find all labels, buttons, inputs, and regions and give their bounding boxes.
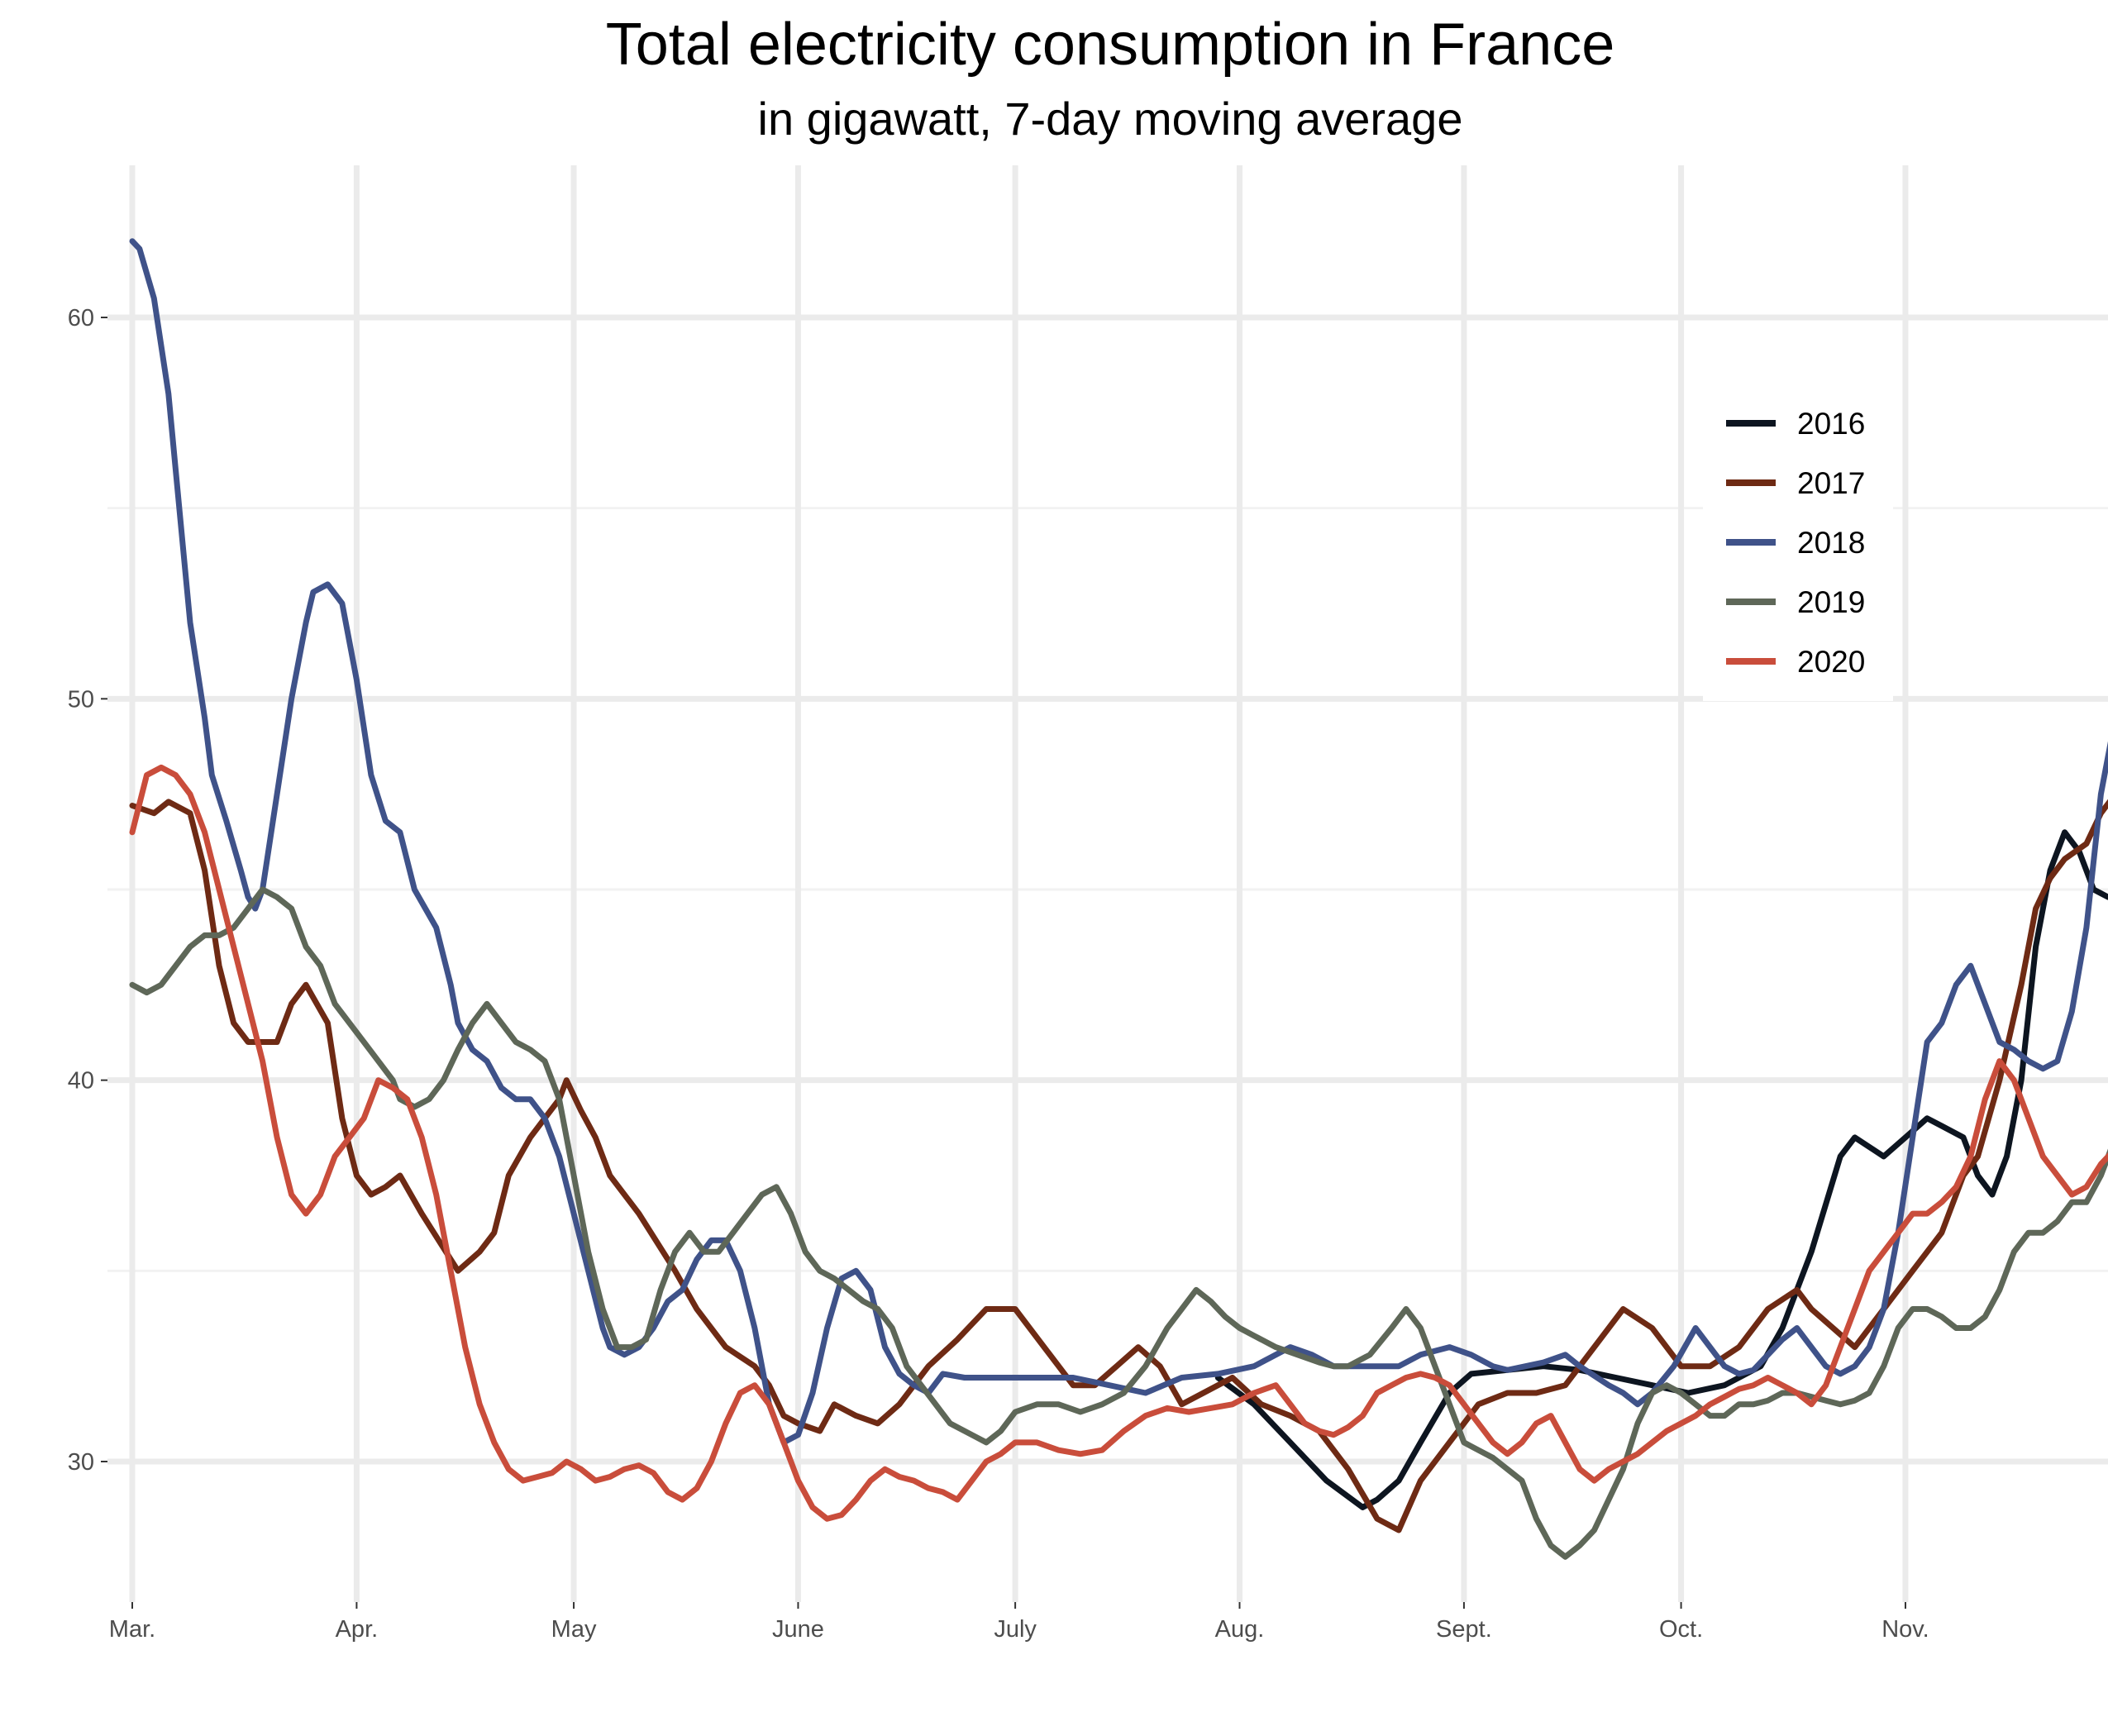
y-axis: 30 40 50 60 (68, 305, 107, 1476)
x-tick-label: Apr. (336, 1616, 379, 1643)
x-tick-label: July (994, 1616, 1037, 1643)
series-lines (129, 238, 2108, 1560)
x-tick-label: Mar. (109, 1616, 155, 1643)
legend-label-2018: 2018 (1797, 526, 1865, 560)
x-tick-label: Nov. (1881, 1616, 1929, 1643)
legend-label-2016: 2016 (1797, 407, 1865, 441)
x-axis: Mar. Apr. May June July Aug. Sept. Oct. Nov. (109, 1602, 1929, 1643)
chart-title: Total electricity consumption in France (606, 12, 1615, 78)
series-line-2018 (129, 238, 2108, 1446)
y-tick-label: 40 (68, 1068, 94, 1095)
legend: 2016 2017 2018 2019 2020 (1703, 354, 1893, 701)
series-line-2017 (129, 799, 2108, 1533)
x-tick-label: Oct. (1659, 1616, 1703, 1643)
y-tick-label: 60 (68, 305, 94, 331)
x-tick-label: Aug. (1215, 1616, 1265, 1643)
x-tick-label: May (551, 1616, 597, 1643)
y-tick-label: 50 (68, 686, 94, 713)
chart-subtitle: in gigawatt, 7-day moving average (758, 93, 1463, 145)
x-tick-label: June (772, 1616, 824, 1643)
legend-label-2017: 2017 (1797, 466, 1865, 500)
legend-label-2019: 2019 (1797, 585, 1865, 619)
major-gridlines (107, 165, 2108, 1602)
y-tick-label: 30 (68, 1449, 94, 1476)
series-line-2019 (129, 886, 2108, 1560)
legend-label-2020: 2020 (1797, 645, 1865, 679)
series-line-2020 (129, 764, 2108, 1522)
legend-background (1703, 354, 1893, 701)
x-tick-label: Sept. (1436, 1616, 1492, 1643)
series-line-2016 (1214, 829, 2108, 1510)
